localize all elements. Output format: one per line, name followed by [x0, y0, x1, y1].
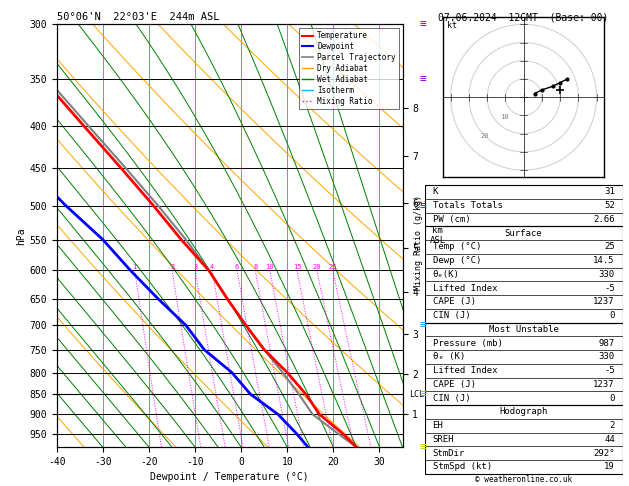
Text: SREH: SREH [433, 435, 454, 444]
Text: kt: kt [447, 21, 457, 30]
Text: 3: 3 [193, 264, 198, 270]
Text: K: K [433, 187, 438, 196]
Text: CIN (J): CIN (J) [433, 394, 470, 402]
Bar [425, 226, 623, 323]
Text: 20: 20 [481, 133, 489, 139]
Text: 1237: 1237 [593, 297, 615, 306]
Text: 987: 987 [599, 339, 615, 347]
Text: 2: 2 [170, 264, 174, 270]
Text: 6: 6 [235, 264, 239, 270]
Text: Lifted Index: Lifted Index [433, 366, 497, 375]
Text: 330: 330 [599, 352, 615, 361]
Text: 15: 15 [292, 264, 301, 270]
Text: 52: 52 [604, 201, 615, 210]
Text: CAPE (J): CAPE (J) [433, 380, 476, 389]
Text: Pressure (mb): Pressure (mb) [433, 339, 503, 347]
Text: 31: 31 [604, 187, 615, 196]
Bar [425, 185, 623, 226]
Text: 4: 4 [210, 264, 214, 270]
Text: 0: 0 [610, 394, 615, 402]
Text: θₑ (K): θₑ (K) [433, 352, 465, 361]
Text: -5: -5 [604, 283, 615, 293]
Text: 1237: 1237 [593, 380, 615, 389]
Text: CIN (J): CIN (J) [433, 311, 470, 320]
Bar [425, 323, 623, 405]
Text: Temp (°C): Temp (°C) [433, 243, 481, 251]
Text: 1: 1 [133, 264, 137, 270]
Text: Lifted Index: Lifted Index [433, 283, 497, 293]
Text: 330: 330 [599, 270, 615, 279]
Text: Most Unstable: Most Unstable [489, 325, 559, 334]
Y-axis label: hPa: hPa [16, 227, 26, 244]
X-axis label: Dewpoint / Temperature (°C): Dewpoint / Temperature (°C) [150, 472, 309, 483]
Text: ≡: ≡ [420, 442, 426, 452]
Text: StmSpd (kt): StmSpd (kt) [433, 462, 492, 471]
Text: 07.06.2024  12GMT  (Base: 00): 07.06.2024 12GMT (Base: 00) [438, 12, 609, 22]
Text: 19: 19 [604, 462, 615, 471]
Text: Totals Totals: Totals Totals [433, 201, 503, 210]
Text: © weatheronline.co.uk: © weatheronline.co.uk [475, 474, 572, 484]
Text: 20: 20 [313, 264, 321, 270]
Text: 8: 8 [253, 264, 257, 270]
Y-axis label: km
ASL: km ASL [430, 226, 446, 245]
Text: Surface: Surface [505, 228, 542, 238]
Text: θₑ(K): θₑ(K) [433, 270, 459, 279]
Text: ≡: ≡ [420, 389, 426, 399]
Text: 25: 25 [604, 243, 615, 251]
Text: LCL: LCL [409, 390, 425, 399]
Text: 2.66: 2.66 [593, 215, 615, 224]
Text: 0: 0 [610, 311, 615, 320]
Text: ≡: ≡ [420, 19, 426, 29]
Text: 10: 10 [265, 264, 274, 270]
Text: 25: 25 [328, 264, 337, 270]
Text: Hodograph: Hodograph [499, 407, 548, 417]
Text: CAPE (J): CAPE (J) [433, 297, 476, 306]
Legend: Temperature, Dewpoint, Parcel Trajectory, Dry Adiabat, Wet Adiabat, Isotherm, Mi: Temperature, Dewpoint, Parcel Trajectory… [299, 28, 399, 109]
Text: ≡: ≡ [420, 74, 426, 84]
Text: 14.5: 14.5 [593, 256, 615, 265]
Text: 2: 2 [610, 421, 615, 430]
Text: 292°: 292° [593, 449, 615, 457]
Bar [425, 405, 623, 474]
Text: -5: -5 [604, 366, 615, 375]
Text: 50°06'N  22°03'E  244m ASL: 50°06'N 22°03'E 244m ASL [57, 12, 219, 22]
Text: Mixing Ratio (g/kg): Mixing Ratio (g/kg) [414, 195, 423, 291]
Text: PW (cm): PW (cm) [433, 215, 470, 224]
Text: 10: 10 [500, 114, 509, 120]
Text: ≡: ≡ [420, 201, 426, 210]
Text: 44: 44 [604, 435, 615, 444]
Text: EH: EH [433, 421, 443, 430]
Text: Dewp (°C): Dewp (°C) [433, 256, 481, 265]
Text: StmDir: StmDir [433, 449, 465, 457]
Text: ≡: ≡ [420, 320, 426, 330]
